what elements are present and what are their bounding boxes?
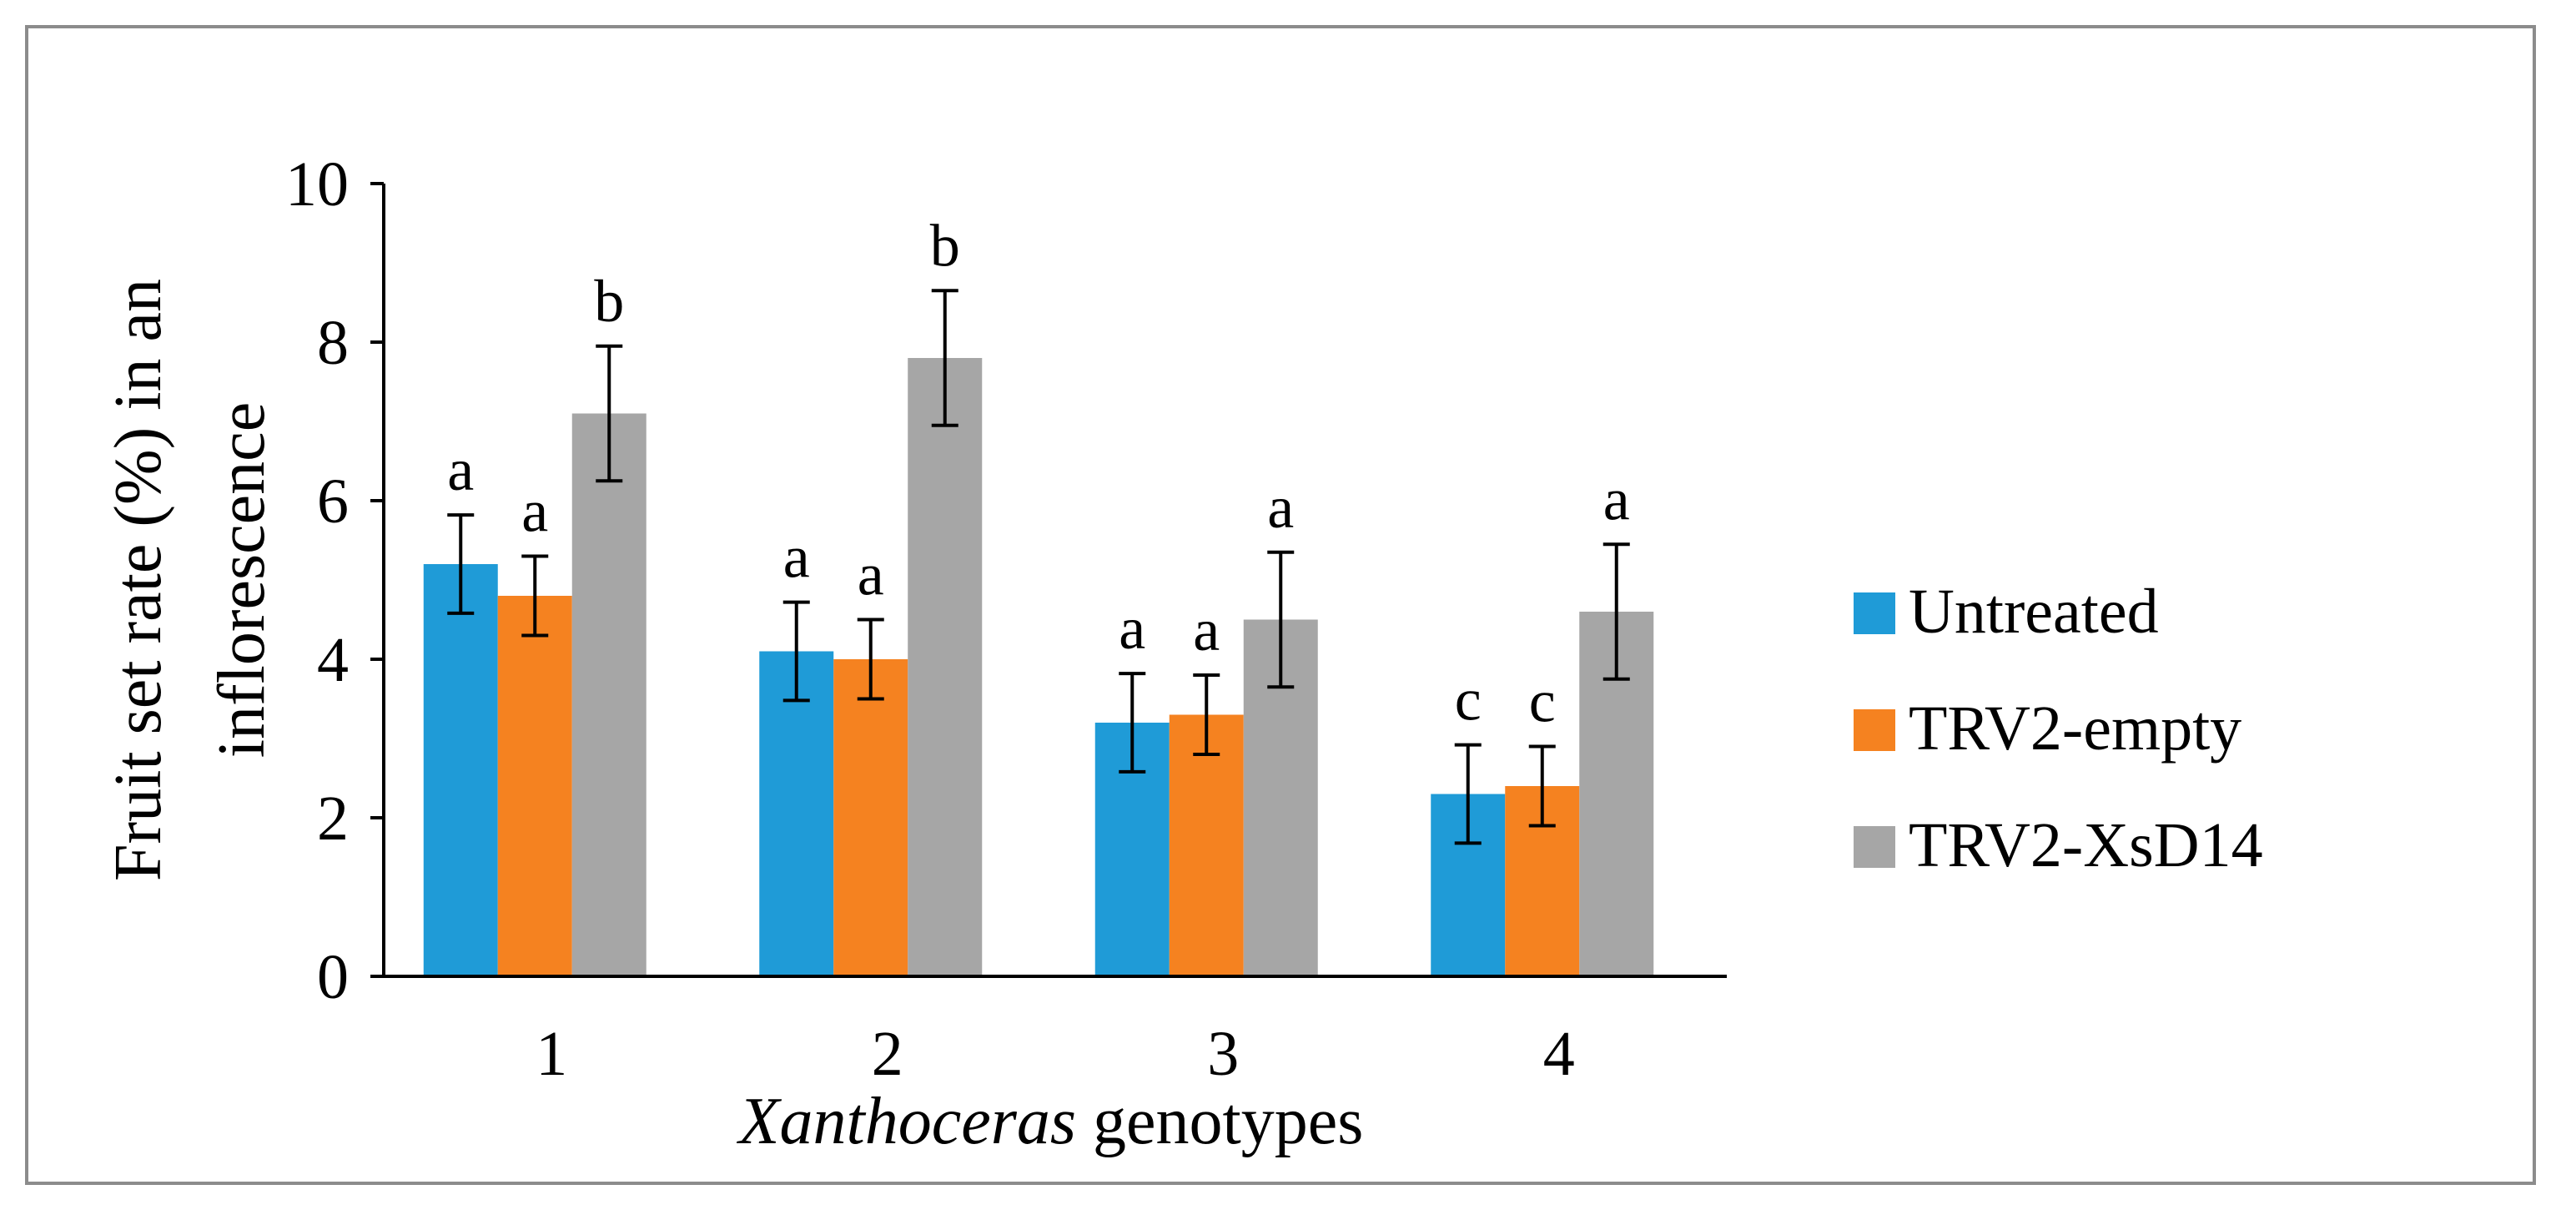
significance-letter: a [1267,474,1294,541]
significance-letter: b [594,268,624,335]
y-axis-title-line-2: inflorescence [205,402,279,758]
significance-letter: a [1119,595,1145,662]
legend-swatch [1854,826,1895,868]
significance-letter: a [783,524,810,591]
significance-letter: c [1529,668,1556,735]
x-tick-label: 2 [872,1019,903,1089]
legend: Untreated TRV2-empty TRV2-XsD14 [1854,577,2263,880]
legend-swatch [1854,709,1895,751]
legend-label: TRV2-XsD14 [1909,810,2263,880]
legend-swatch [1854,592,1895,634]
legend-label: Untreated [1909,577,2159,647]
significance-letter: a [858,542,884,608]
y-tick-label: 2 [317,784,349,854]
y-tick-label: 6 [317,466,349,537]
y-tick-label: 8 [317,308,349,378]
bar [833,659,908,976]
significance-letter: a [1603,466,1630,532]
bar [759,651,834,976]
bar [423,564,498,976]
y-axis-title-line-1: Fruit set rate (%) in an [102,279,175,881]
x-tick-label: 1 [536,1019,567,1089]
x-tick-label: 4 [1543,1019,1575,1089]
significance-letter: a [447,436,474,503]
y-tick-label: 0 [317,942,349,1012]
significance-letter: b [930,212,960,279]
bar [1169,714,1244,976]
significance-letter: c [1455,667,1482,733]
y-tick-label: 10 [285,149,349,219]
x-tick-label: 3 [1207,1019,1239,1089]
x-axis-title: Xanthoceras genotypes [737,1085,1364,1158]
bar [497,596,572,976]
significance-letter: a [521,478,548,545]
bar [571,413,647,976]
significance-letter: a [1193,597,1220,663]
legend-label: TRV2-empty [1909,693,2241,764]
y-tick-label: 4 [317,625,349,695]
x-axis-title-italic: Xanthoceras [737,1085,1076,1158]
x-axis-title-rest: genotypes [1076,1085,1363,1158]
bar [908,358,983,976]
